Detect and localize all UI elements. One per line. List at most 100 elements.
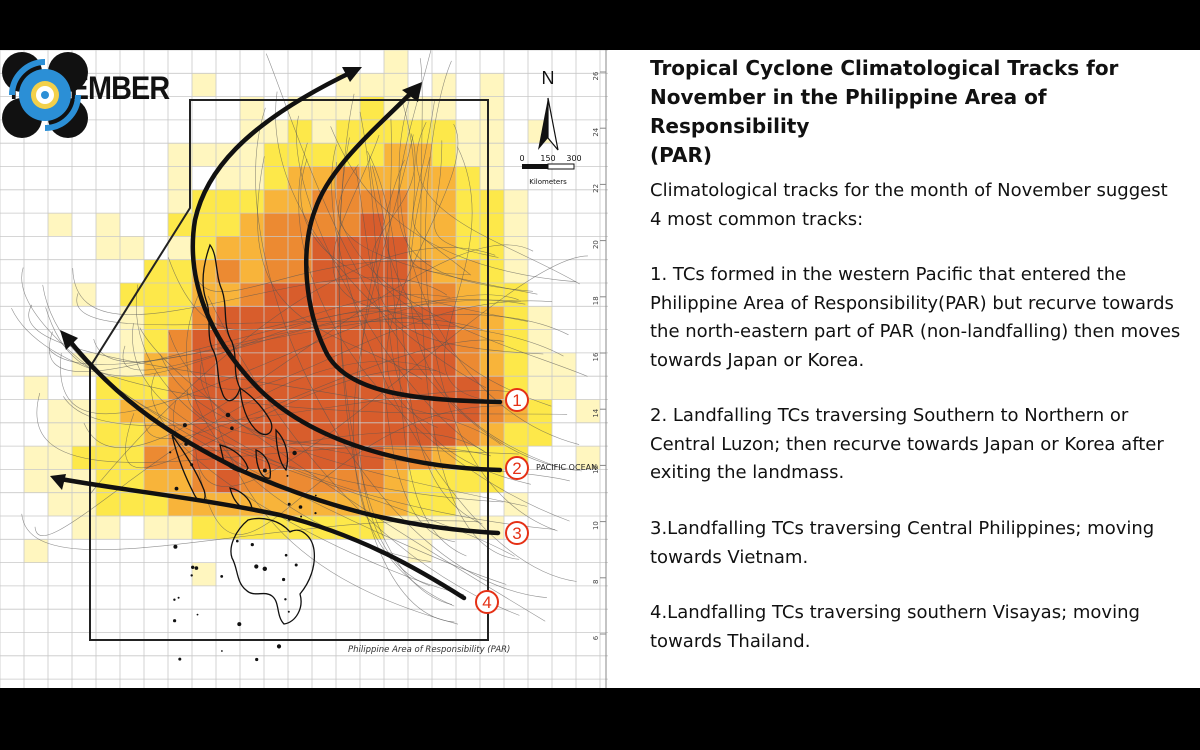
island — [276, 644, 282, 649]
island — [314, 512, 317, 515]
density-cell — [192, 516, 216, 540]
ocean-label: PACIFIC OCEAN — [536, 463, 597, 472]
density-cell — [216, 259, 240, 283]
density-cell — [384, 283, 408, 307]
density-cell — [96, 492, 120, 516]
density-cell — [528, 376, 552, 400]
island — [286, 474, 289, 477]
island — [191, 565, 195, 569]
density-cell — [384, 422, 408, 447]
historical-track — [296, 115, 485, 452]
heading-line-1: Tropical Cyclone Climatological Tracks f… — [650, 56, 1119, 80]
density-cell — [48, 213, 72, 237]
track-2-line-1: 2. Landfalling TCs traversing Southern t… — [650, 405, 1129, 426]
density-cell — [216, 236, 240, 260]
density-cell — [168, 329, 192, 353]
island — [190, 574, 193, 577]
density-cell — [264, 352, 288, 377]
density-cell — [288, 119, 312, 144]
density-cell — [312, 213, 336, 237]
density-cell — [24, 469, 48, 493]
density-cell — [144, 516, 168, 540]
density-cell — [264, 236, 288, 260]
density-cell — [168, 166, 192, 190]
density-cell — [576, 399, 600, 423]
density-cell — [264, 189, 288, 214]
density-cell — [336, 213, 360, 237]
density-cell — [432, 492, 456, 516]
track-1-line-3: the north-eastern part of PAR (non-landf… — [650, 321, 1181, 342]
density-cell — [360, 143, 384, 167]
density-cell — [192, 469, 216, 493]
density-cell — [480, 446, 504, 470]
density-cell — [168, 143, 192, 167]
density-cell — [312, 143, 336, 167]
density-cell — [264, 143, 288, 167]
density-cell — [504, 352, 528, 377]
density-cell — [144, 446, 168, 470]
island — [255, 657, 259, 662]
density-cell — [360, 329, 384, 353]
density-cell — [360, 422, 384, 447]
density-cell — [384, 143, 408, 167]
density-cell — [120, 469, 144, 493]
latitude-tick-12: 12 — [592, 464, 606, 474]
track-2-line-2: Central Luzon; then recurve towards Japa… — [650, 433, 1164, 455]
density-cell — [192, 236, 216, 260]
latitude-tick-8: 8 — [592, 577, 606, 584]
track-3-description: 3.Landfalling TCs traversing Central Phi… — [650, 515, 1200, 572]
density-cell — [216, 166, 240, 190]
density-cell — [576, 446, 600, 470]
latitude-label: 20 — [592, 240, 600, 249]
density-cell — [456, 376, 480, 400]
density-cell — [264, 283, 288, 307]
common-tracks — [52, 67, 503, 601]
density-cell — [96, 236, 120, 260]
density-cell — [504, 236, 528, 260]
density-cell — [120, 352, 144, 377]
density-cell — [432, 73, 456, 97]
density-cell — [432, 166, 456, 190]
island — [169, 451, 172, 454]
latitude-axis: 262422201816141210864 — [592, 50, 607, 688]
density-cell — [216, 213, 240, 237]
latitude-label: 18 — [592, 296, 600, 305]
density-cell — [504, 259, 528, 283]
density-cell — [360, 469, 384, 493]
historical-track — [255, 107, 547, 598]
density-cell — [408, 352, 432, 377]
historical-track — [199, 361, 527, 507]
density-cell — [168, 516, 192, 540]
density-cell — [216, 283, 240, 307]
density-cell — [432, 329, 456, 353]
density-cell — [240, 306, 264, 330]
density-cell — [480, 306, 504, 330]
density-cell — [288, 469, 312, 493]
density-cell — [336, 119, 360, 144]
island — [236, 539, 239, 543]
density-cell — [120, 329, 144, 353]
density-cell — [168, 446, 192, 470]
island — [314, 494, 317, 497]
description-panel: Tropical Cyclone Climatological Tracks f… — [650, 50, 1200, 688]
density-cell — [48, 399, 72, 423]
density-cell — [504, 189, 528, 214]
scale-bar: 0 150 300 Kilometers — [519, 154, 581, 186]
track-marker-label: 2 — [512, 459, 521, 478]
density-cell — [24, 446, 48, 470]
latitude-tick-22: 22 — [592, 183, 606, 193]
density-cell — [48, 422, 72, 447]
island — [237, 622, 242, 627]
island — [221, 650, 223, 652]
track-marker-label: 4 — [482, 593, 491, 612]
density-cell — [552, 352, 576, 377]
density-cell — [456, 306, 480, 330]
density-cell — [72, 399, 96, 423]
density-cell — [384, 119, 408, 144]
historical-track — [122, 299, 521, 371]
density-cell — [96, 376, 120, 400]
density-cell — [120, 376, 144, 400]
density-cell — [168, 306, 192, 330]
island — [262, 468, 267, 473]
